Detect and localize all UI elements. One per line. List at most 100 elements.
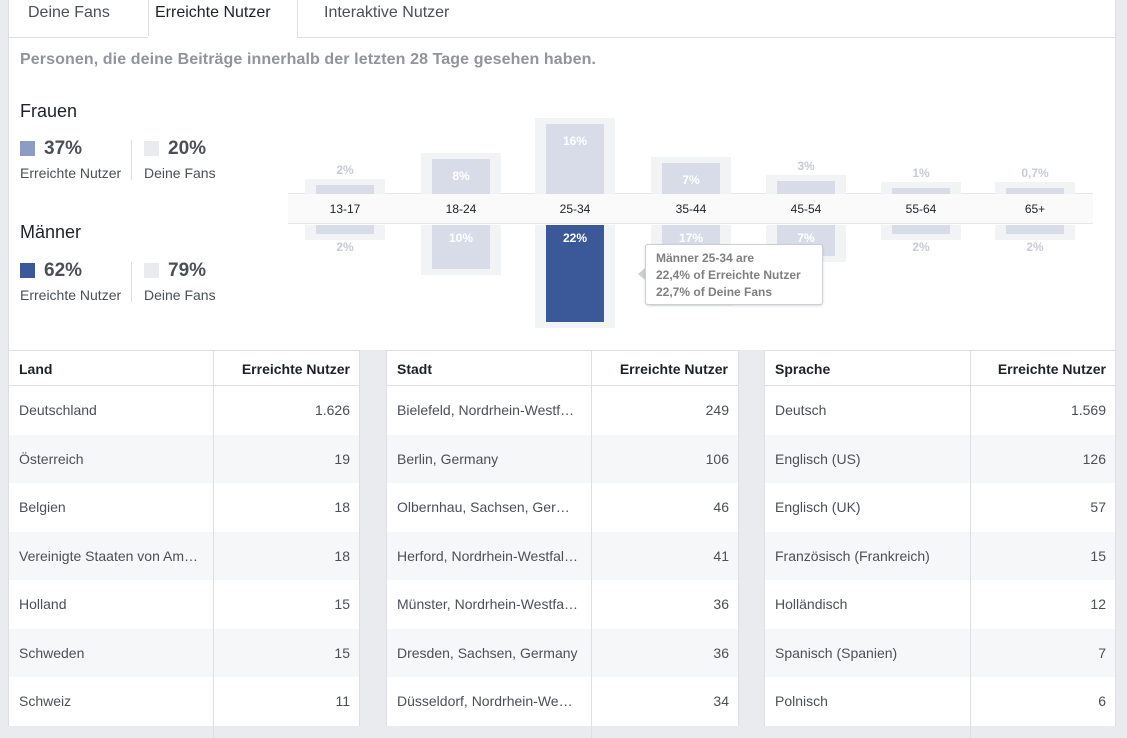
bar-women-45-54[interactable] (777, 180, 835, 194)
column-header-reached[interactable]: Erreichte Nutzer (619, 361, 728, 377)
row-label: Bielefeld, Nordrhein-Westf… (397, 402, 575, 418)
table-row[interactable]: Holland 15 (9, 580, 359, 629)
table-row[interactable]: Französisch (Frankreich) 15 (765, 531, 1115, 580)
women-reached-stat: 37% Erreichte Nutzer (20, 138, 130, 184)
bar-label-men: 22% (562, 231, 588, 245)
column-header-stadt[interactable]: Stadt (397, 361, 432, 377)
row-value: 36 (713, 644, 729, 661)
table-row[interactable]: Polnisch 6 (765, 677, 1115, 726)
table-header: Stadt Erreichte Nutzer (387, 350, 738, 386)
table-header: Land Erreichte Nutzer (9, 350, 359, 386)
table-row[interactable]: Bielefeld, Nordrhein-Westf… 249 (387, 386, 738, 435)
bar-label-women: 7% (682, 173, 700, 188)
bar-men-13-17[interactable] (316, 225, 374, 234)
women-fans-swatch (144, 141, 159, 156)
row-label: Englisch (UK) (775, 499, 861, 515)
table-row[interactable]: Belgien 18 (9, 483, 359, 532)
table-row[interactable]: Holländisch 12 (765, 580, 1115, 629)
row-value: 6 (1098, 693, 1106, 709)
tab-divider (148, 0, 149, 38)
bar-label-men: 17% (678, 231, 704, 245)
men-fans-pct: 79% (168, 260, 207, 281)
tab-erreichte-nutzer[interactable]: Erreichte Nutzer (155, 4, 271, 21)
row-value: 18 (334, 547, 350, 564)
bar-men-18-24[interactable] (432, 225, 490, 269)
column-divider (591, 350, 592, 738)
table-row[interactable]: Englisch (UK) 57 (765, 483, 1115, 532)
column-header-sprache[interactable]: Sprache (775, 361, 831, 377)
table-row[interactable]: Deutsch 1.569 (765, 386, 1115, 435)
women-title: Frauen (20, 101, 78, 121)
age-tick-label: 18-24 (445, 202, 477, 216)
column-header-land[interactable]: Land (19, 361, 53, 377)
bar-women-65+[interactable] (1006, 188, 1064, 194)
column-header-reached[interactable]: Erreichte Nutzer (997, 361, 1106, 377)
women-reached-swatch (20, 141, 35, 156)
row-label: Berlin, Germany (397, 450, 499, 467)
table-row[interactable]: Deutschland 1.626 (9, 386, 359, 435)
bar-women-35-44[interactable] (662, 163, 720, 194)
age-tick-label: 35-44 (675, 202, 707, 216)
bar-label-men: 2% (912, 239, 930, 254)
row-label: Deutschland (19, 402, 97, 418)
languages-table: Sprache Erreichte Nutzer Deutsch 1.569 Eng… (764, 350, 1116, 738)
bar-women-55-64[interactable] (892, 188, 950, 194)
women-reached-pct: 37% (44, 138, 83, 159)
age-axis-band (288, 193, 1093, 224)
cities-table: Stadt Erreichte Nutzer Bielefeld, Nordrh… (386, 350, 739, 738)
bar-label-men: 10% (448, 231, 474, 245)
table-row[interactable]: Berlin, Germany 106 (387, 434, 738, 483)
table-row[interactable]: Spanisch (Spanien) 7 (765, 628, 1115, 677)
tooltip-line: 22,7% of Deine Fans (656, 285, 773, 299)
bar-label-women: 8% (452, 168, 470, 183)
men-fans-label: Deine Fans (144, 287, 216, 303)
table-row[interactable]: Münster, Nordrhein-Westfa… 36 (387, 580, 738, 629)
tab-deine-fans[interactable]: Deine Fans (28, 4, 110, 21)
row-label: Französisch (Frankreich) (775, 547, 930, 564)
table-body: Bielefeld, Nordrhein-Westf… 249 Berlin, Ge… (387, 386, 738, 726)
bar-label-men: 2% (336, 239, 354, 254)
row-value: 1.626 (314, 402, 350, 418)
men-title: Männer (20, 222, 82, 242)
women-fans-pct: 20% (168, 138, 207, 159)
men-reached-stat: 62% Erreichte Nutzer (20, 260, 130, 306)
row-value: 41 (713, 547, 729, 564)
demographics-panel: Personen, die deine Beiträge innerhalb d… (8, 38, 1116, 350)
table-row[interactable]: Olbernhau, Sachsen, Ger… 46 (387, 483, 738, 532)
bar-label-women: 0,7% (1021, 166, 1049, 180)
bar-men-65+[interactable] (1006, 225, 1064, 234)
bar-women-18-24[interactable] (432, 158, 490, 194)
countries-table: Land Erreichte Nutzer Deutschland 1.626 Ös… (8, 350, 360, 738)
table-row[interactable]: Dresden, Sachsen, Germany 36 (387, 628, 738, 677)
row-value: 36 (713, 596, 729, 612)
tab-interaktive-nutzer[interactable]: Interaktive Nutzer (324, 4, 450, 21)
row-value: 1.569 (1070, 402, 1106, 418)
row-value: 19 (334, 450, 350, 467)
row-value: 15 (334, 596, 350, 612)
table-row[interactable]: Englisch (US) 126 (765, 434, 1115, 483)
age-tick-label: 65+ (1024, 202, 1046, 216)
tooltip-caret (638, 268, 645, 280)
men-fans-stat: 79% Deine Fans (144, 260, 234, 306)
row-value: 34 (713, 693, 729, 709)
row-value: 126 (1082, 450, 1106, 467)
column-header-reached[interactable]: Erreichte Nutzer (241, 361, 350, 377)
bar-label-women: 2% (336, 163, 354, 178)
table-row[interactable]: Schweden 15 (9, 628, 359, 677)
table-row[interactable]: Österreich 19 (9, 434, 359, 483)
table-row[interactable]: Vereinigte Staaten von Am… 18 (9, 531, 359, 580)
table-row[interactable]: Schweiz 11 (9, 677, 359, 726)
bar-women-13-17[interactable] (316, 185, 374, 194)
table-row[interactable]: Herford, Nordrhein-Westfal… 41 (387, 531, 738, 580)
bar-men-55-64[interactable] (892, 225, 950, 234)
row-label: Herford, Nordrhein-Westfal… (397, 547, 579, 564)
table-row[interactable]: Düsseldorf, Nordrhein-We… 34 (387, 677, 738, 726)
bar-women-25-34[interactable] (546, 123, 604, 194)
row-value: 15 (1090, 547, 1106, 564)
row-label: Holländisch (775, 596, 848, 612)
row-label: Vereinigte Staaten von Am… (19, 547, 198, 564)
age-tick-label: 45-54 (790, 202, 822, 216)
row-label: Holland (19, 596, 67, 612)
row-label: Schweiz (19, 693, 72, 709)
bar-men-25-34[interactable] (546, 225, 604, 322)
